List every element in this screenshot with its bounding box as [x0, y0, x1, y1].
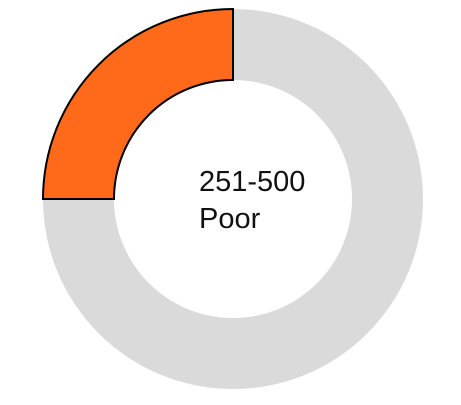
- rating-label: Poor: [199, 203, 261, 235]
- range-label: 251-500: [199, 166, 306, 198]
- gauge-segment-filled: [41, 7, 234, 200]
- gauge-segment-remaining: [43, 9, 423, 389]
